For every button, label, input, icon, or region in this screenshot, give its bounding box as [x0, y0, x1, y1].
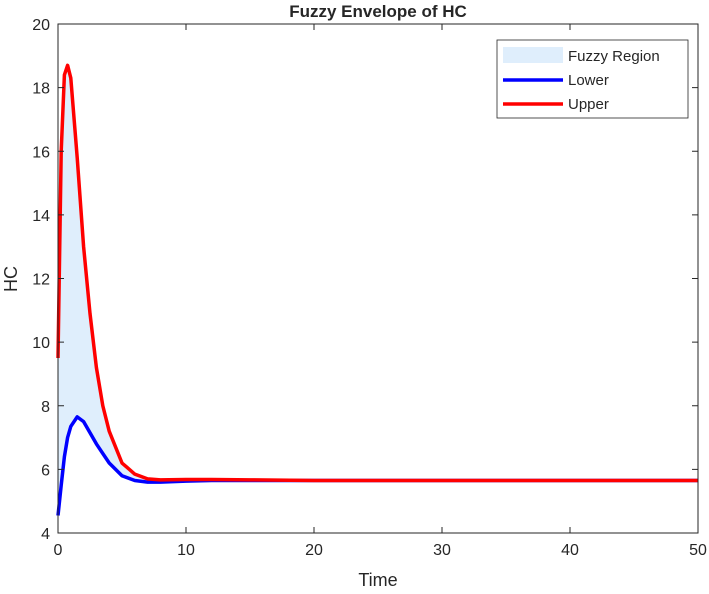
x-tick-label: 30	[433, 542, 451, 559]
x-axis-label: Time	[358, 570, 397, 589]
fuzzy-region	[58, 65, 698, 516]
y-tick-label: 14	[32, 208, 50, 225]
lower-line	[56, 415, 698, 516]
x-tick-label: 40	[561, 542, 579, 559]
legend: Fuzzy Region Lower Upper	[496, 39, 689, 119]
x-tick-label: 0	[54, 542, 63, 559]
legend-fuzzy: Fuzzy Region	[568, 48, 660, 65]
x-tick-label: 50	[689, 542, 707, 559]
y-tick-label: 16	[32, 144, 50, 161]
legend-lower: Lower	[568, 72, 609, 89]
y-tick-label: 8	[41, 399, 50, 416]
x-tick-label: 10	[177, 542, 195, 559]
legend-fuzzy-swatch	[503, 47, 563, 63]
upper-line	[56, 63, 698, 483]
legend-upper: Upper	[568, 96, 609, 113]
y-tick-label: 12	[32, 272, 50, 289]
y-axis-label: HC	[1, 266, 21, 292]
y-tick-label: 10	[32, 335, 50, 352]
y-tick-label: 4	[41, 526, 50, 543]
y-tick-label: 18	[32, 81, 50, 98]
chart-title: Fuzzy Envelope of HC	[289, 2, 467, 21]
y-tick-label: 20	[32, 17, 50, 34]
x-tick-label: 20	[305, 542, 323, 559]
y-tick-label: 6	[41, 462, 50, 479]
